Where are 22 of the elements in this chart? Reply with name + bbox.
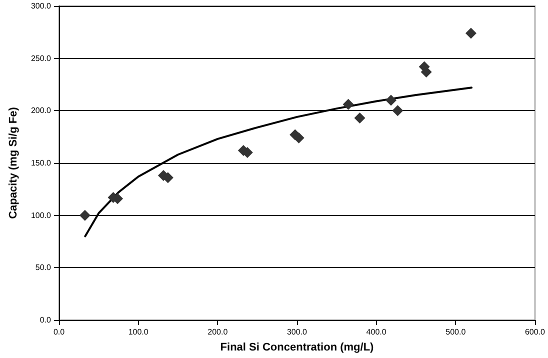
y-tick-label: 0.0: [40, 316, 52, 324]
point: [465, 28, 476, 39]
x-tick-label: 200.0: [208, 328, 228, 336]
y-axis-title: Capacity (mg Si/g Fe): [8, 106, 20, 219]
x-tick-label: 600.0: [524, 328, 546, 336]
x-tick-label: 100.0: [128, 328, 149, 336]
point: [386, 94, 397, 106]
y-tick-label: 150.0: [30, 158, 52, 168]
point: [392, 105, 404, 116]
y-tick-label: 200.0: [30, 106, 52, 116]
y-tick-label: 250.0: [30, 54, 52, 63]
point: [79, 210, 90, 221]
x-tick-label: 500.0: [446, 328, 466, 336]
x-axis-title: Final Si Concentration (mg/L): [220, 342, 374, 354]
point: [354, 112, 366, 124]
y-tick-label: 100.0: [30, 210, 52, 220]
point: [342, 98, 354, 110]
x-tick-label: 300.0: [286, 328, 308, 336]
y-tick-label: 50.0: [35, 263, 52, 272]
x-tick-label: 0.0: [53, 328, 66, 336]
x-tick-label: 400.0: [366, 328, 387, 336]
y-tick-label: 300.0: [30, 2, 52, 10]
